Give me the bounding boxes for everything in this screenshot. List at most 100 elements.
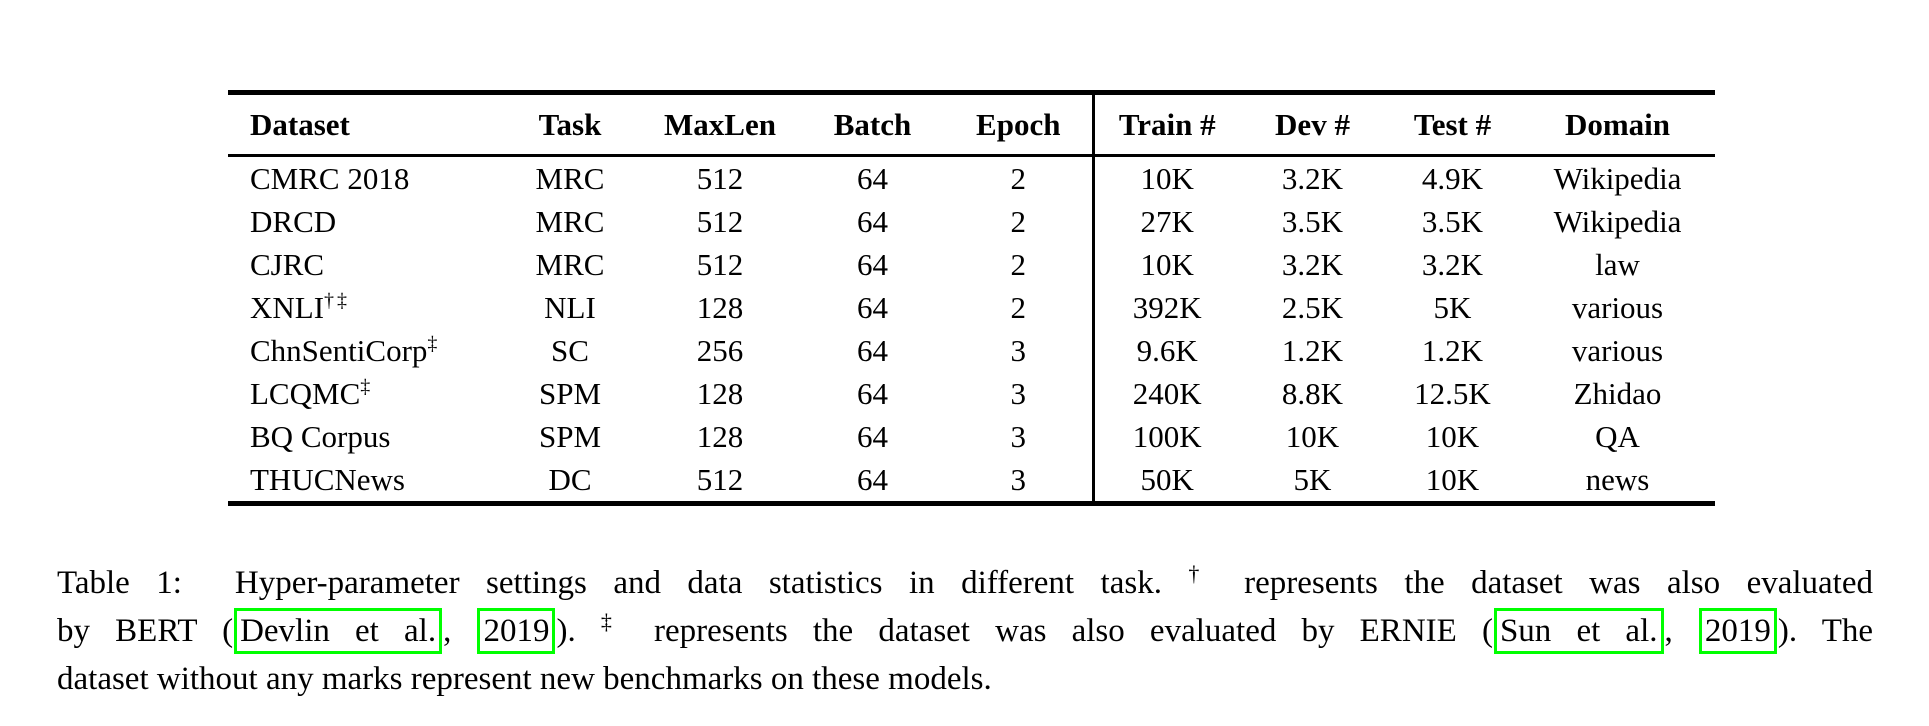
cell-train: 50K xyxy=(1091,458,1240,504)
cell-dev: 8.8K xyxy=(1281,375,1344,411)
caption-text: represents the dataset was also evaluate… xyxy=(628,613,1493,649)
cell-task: SC xyxy=(551,332,589,368)
table-row: DRCD MRC 512 64 2 27K 3.5K 3.5K Wikipedi… xyxy=(228,200,1715,243)
cell-test: 10K xyxy=(1425,461,1480,497)
cell-dataset: CMRC 2018 xyxy=(228,156,500,201)
dataset-name: XNLI xyxy=(250,289,325,325)
dataset-name: CMRC 2018 xyxy=(250,160,410,196)
cell-dataset: CJRC xyxy=(228,243,500,286)
cell-dataset: THUCNews xyxy=(228,458,500,504)
citation-link-sun-year[interactable]: 2019 xyxy=(1698,608,1777,654)
dataset-name: LCQMC xyxy=(250,375,361,411)
table-row: BQ Corpus SPM 128 64 3 100K 10K 10K QA xyxy=(228,415,1715,458)
cell-train: 240K xyxy=(1091,372,1240,415)
hyperparameter-table: Dataset Task MaxLen Batch Epoch Train # … xyxy=(228,90,1715,506)
cell-maxlen: 512 xyxy=(696,461,744,497)
cell-domain: news xyxy=(1585,461,1650,497)
col-header-test: Test # xyxy=(1385,92,1520,157)
dataset-name: DRCD xyxy=(250,203,337,239)
caption-line-2: by BERT (Devlin et al., 2019). ‡ represe… xyxy=(57,607,1873,655)
cell-dataset: XNLI†‡ xyxy=(228,286,500,329)
cell-domain: Wikipedia xyxy=(1553,160,1682,196)
cell-batch: 64 xyxy=(857,203,888,239)
cell-test: 12.5K xyxy=(1414,375,1491,411)
cell-train: 100K xyxy=(1091,415,1240,458)
caption-line-3: dataset without any marks represent new … xyxy=(57,655,1873,703)
cell-dev: 3.2K xyxy=(1281,246,1344,282)
caption-text: , xyxy=(443,613,477,649)
cell-train: 9.6K xyxy=(1091,329,1240,372)
caption-text: dataset without any marks represent new … xyxy=(57,661,992,697)
cell-maxlen: 256 xyxy=(696,332,744,368)
cell-batch: 64 xyxy=(857,461,888,497)
cell-epoch: 2 xyxy=(1010,160,1027,196)
cell-task: NLI xyxy=(544,289,596,325)
cell-domain: Wikipedia xyxy=(1553,203,1682,239)
citation-link-devlin-year[interactable]: 2019 xyxy=(477,608,556,654)
table-row: ChnSentiCorp‡ SC 256 64 3 9.6K 1.2K 1.2K… xyxy=(228,329,1715,372)
dataset-name: THUCNews xyxy=(250,461,405,497)
citation-link-devlin[interactable]: Devlin et al. xyxy=(234,608,443,654)
dataset-marks: ‡ xyxy=(360,375,374,398)
cell-epoch: 2 xyxy=(1010,289,1027,325)
cell-test: 1.2K xyxy=(1421,332,1484,368)
cell-dataset: DRCD xyxy=(228,200,500,243)
dataset-marks: ‡ xyxy=(427,332,441,355)
cell-maxlen: 512 xyxy=(696,160,744,196)
cell-train: 10K xyxy=(1091,243,1240,286)
cell-maxlen: 128 xyxy=(696,289,744,325)
cell-task: SPM xyxy=(538,375,602,411)
cell-task: MRC xyxy=(535,160,605,196)
cell-domain: various xyxy=(1571,289,1664,325)
col-header-task: Task xyxy=(500,92,640,157)
cell-epoch: 3 xyxy=(1010,461,1027,497)
cell-train: 392K xyxy=(1091,286,1240,329)
cell-epoch: 3 xyxy=(1010,418,1027,454)
cell-maxlen: 512 xyxy=(696,246,744,282)
col-header-train: Train # xyxy=(1091,92,1240,157)
cell-batch: 64 xyxy=(857,289,888,325)
cell-train: 27K xyxy=(1091,200,1240,243)
cell-epoch: 2 xyxy=(1010,203,1027,239)
cell-maxlen: 128 xyxy=(696,418,744,454)
dataset-name: ChnSentiCorp xyxy=(250,332,428,368)
col-header-epoch: Epoch xyxy=(945,92,1093,157)
cell-maxlen: 128 xyxy=(696,375,744,411)
col-header-dataset: Dataset xyxy=(228,92,500,157)
dagger-mark: † xyxy=(1188,561,1218,586)
cell-test: 3.2K xyxy=(1421,246,1484,282)
cell-epoch: 3 xyxy=(1010,375,1027,411)
cell-test: 4.9K xyxy=(1421,160,1484,196)
col-header-dev: Dev # xyxy=(1240,92,1385,157)
caption-text: Table 1: Hyper-parameter settings and da… xyxy=(57,565,1189,601)
caption-text: ). The xyxy=(1777,613,1874,649)
cell-test: 5K xyxy=(1433,289,1472,325)
cell-dev: 10K xyxy=(1285,418,1340,454)
cell-dataset: ChnSentiCorp‡ xyxy=(228,329,500,372)
caption-text: ). xyxy=(556,613,601,649)
dataset-name: BQ Corpus xyxy=(250,418,391,454)
cell-train: 10K xyxy=(1091,155,1240,200)
citation-link-sun[interactable]: Sun et al. xyxy=(1493,608,1664,654)
dataset-name: CJRC xyxy=(250,246,325,282)
table-row: CJRC MRC 512 64 2 10K 3.2K 3.2K law xyxy=(228,243,1715,286)
col-header-batch: Batch xyxy=(800,92,945,157)
cell-domain: QA xyxy=(1595,418,1640,454)
caption-text: represents the dataset was also evaluate… xyxy=(1217,565,1874,601)
cell-batch: 64 xyxy=(857,246,888,282)
cell-domain: Zhidao xyxy=(1573,375,1662,411)
table-caption: Table 1: Hyper-parameter settings and da… xyxy=(57,559,1873,703)
cell-batch: 64 xyxy=(857,375,888,411)
caption-line-1: Table 1: Hyper-parameter settings and da… xyxy=(57,559,1873,607)
col-header-maxlen: MaxLen xyxy=(640,92,800,157)
cell-dev: 1.2K xyxy=(1281,332,1344,368)
cell-dataset: BQ Corpus xyxy=(228,415,500,458)
cell-dev: 3.5K xyxy=(1281,203,1344,239)
table-row: CMRC 2018 MRC 512 64 2 10K 3.2K 4.9K Wik… xyxy=(228,155,1715,201)
dataset-marks: †‡ xyxy=(324,289,351,312)
cell-task: SPM xyxy=(538,418,602,454)
cell-epoch: 3 xyxy=(1010,332,1027,368)
cell-epoch: 2 xyxy=(1010,246,1027,282)
cell-domain: various xyxy=(1571,332,1664,368)
table-header-row: Dataset Task MaxLen Batch Epoch Train # … xyxy=(228,92,1715,157)
